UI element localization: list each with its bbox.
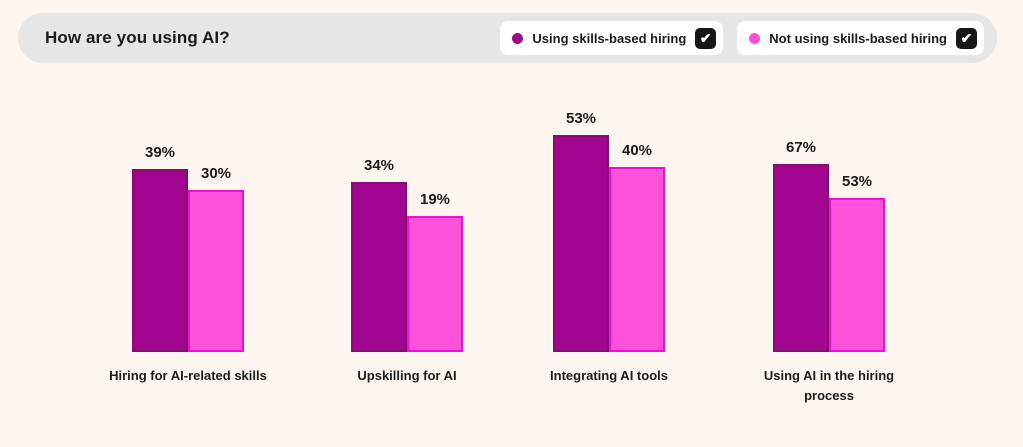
legend-item-not-using-skills-based-hiring[interactable]: Not using skills-based hiring ✔	[737, 21, 984, 55]
bar-using-skills-based-hiring	[132, 169, 188, 352]
series-dot-icon	[512, 32, 524, 44]
chart-header: How are you using AI? Using skills-based…	[18, 13, 997, 63]
legend-checkbox-not-using-skills-based-hiring[interactable]: ✔	[956, 27, 977, 49]
value-label: 39%	[144, 144, 176, 161]
bar-using-skills-based-hiring	[553, 135, 609, 352]
category-label: Integrating AI tools	[550, 368, 668, 383]
chart-title: How are you using AI?	[45, 28, 230, 47]
bar-not-using-skills-based-hiring	[609, 167, 665, 352]
legend-item-label: Using skills-based hiring	[532, 30, 687, 46]
value-label: 34%	[363, 157, 395, 174]
bar-using-skills-based-hiring	[773, 164, 829, 352]
category-label: Using AI in the hiring process	[763, 368, 895, 403]
value-label: 53%	[565, 110, 597, 127]
value-label: 30%	[200, 165, 232, 182]
value-label: 40%	[621, 142, 653, 159]
value-label: 53%	[841, 173, 873, 190]
value-label: 67%	[785, 139, 817, 156]
bar-not-using-skills-based-hiring	[829, 198, 885, 352]
bar-not-using-skills-based-hiring	[407, 216, 463, 352]
value-label: 19%	[419, 191, 451, 208]
series-dot-icon	[749, 32, 761, 44]
legend: Using skills-based hiring ✔ Not using skil…	[500, 21, 984, 55]
bar-using-skills-based-hiring	[351, 182, 407, 352]
category-label: Upskilling for AI	[357, 368, 457, 383]
category-label: Hiring for AI-related skills	[109, 368, 267, 383]
legend-item-using-skills-based-hiring[interactable]: Using skills-based hiring ✔	[500, 21, 724, 55]
legend-item-label: Not using skills-based hiring	[769, 30, 947, 46]
bar-not-using-skills-based-hiring	[188, 190, 244, 352]
legend-checkbox-using-skills-based-hiring[interactable]: ✔	[695, 27, 717, 49]
